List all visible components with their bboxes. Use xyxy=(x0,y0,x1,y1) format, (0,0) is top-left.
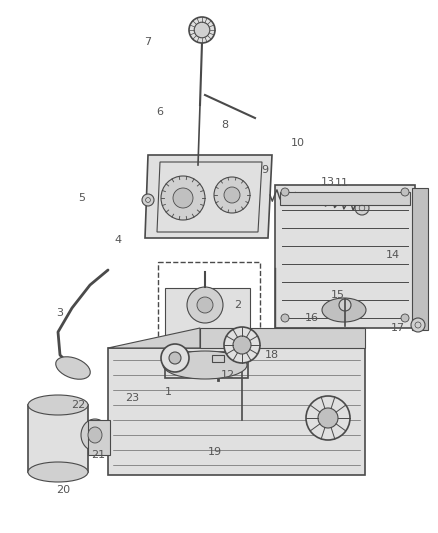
Text: 3: 3 xyxy=(57,308,64,318)
Circle shape xyxy=(281,188,289,196)
Ellipse shape xyxy=(28,395,88,415)
Circle shape xyxy=(169,352,181,364)
Circle shape xyxy=(161,344,189,372)
Text: 13: 13 xyxy=(321,177,335,187)
Bar xyxy=(28,405,88,472)
Text: 6: 6 xyxy=(156,107,163,117)
Ellipse shape xyxy=(56,357,90,379)
Bar xyxy=(412,188,428,330)
Circle shape xyxy=(339,299,351,311)
Polygon shape xyxy=(145,155,272,238)
Text: 8: 8 xyxy=(222,120,229,130)
Text: 1: 1 xyxy=(165,387,172,397)
Bar xyxy=(88,420,110,455)
Text: 14: 14 xyxy=(386,250,400,260)
Text: 4: 4 xyxy=(114,235,122,245)
Bar xyxy=(280,192,410,205)
Circle shape xyxy=(142,194,154,206)
Circle shape xyxy=(306,396,350,440)
Text: 10: 10 xyxy=(291,138,305,148)
Circle shape xyxy=(281,314,289,322)
Ellipse shape xyxy=(322,298,366,322)
Text: 5: 5 xyxy=(78,193,85,203)
Circle shape xyxy=(173,188,193,208)
Text: 22: 22 xyxy=(71,400,85,410)
Text: 17: 17 xyxy=(391,323,405,333)
Circle shape xyxy=(224,187,240,203)
Text: 9: 9 xyxy=(261,165,268,175)
Text: 20: 20 xyxy=(56,485,70,495)
Text: 21: 21 xyxy=(91,450,105,460)
Circle shape xyxy=(194,22,210,38)
Bar xyxy=(275,185,415,328)
Text: 18: 18 xyxy=(265,350,279,360)
Circle shape xyxy=(411,318,425,332)
Ellipse shape xyxy=(88,427,102,443)
Bar xyxy=(158,262,260,348)
Circle shape xyxy=(233,336,251,354)
Ellipse shape xyxy=(81,419,109,451)
Circle shape xyxy=(401,188,409,196)
Circle shape xyxy=(197,297,213,313)
Polygon shape xyxy=(108,328,200,348)
Text: 2: 2 xyxy=(234,300,242,310)
Bar xyxy=(165,288,250,345)
Circle shape xyxy=(189,17,215,43)
Text: 19: 19 xyxy=(208,447,222,457)
Circle shape xyxy=(214,177,250,213)
Circle shape xyxy=(355,201,369,215)
Circle shape xyxy=(401,314,409,322)
Circle shape xyxy=(161,176,205,220)
Bar xyxy=(212,355,224,362)
Ellipse shape xyxy=(163,351,247,379)
Text: 11: 11 xyxy=(335,178,349,188)
Text: 7: 7 xyxy=(145,37,152,47)
Ellipse shape xyxy=(28,462,88,482)
Text: 15: 15 xyxy=(331,290,345,300)
Bar xyxy=(108,348,365,475)
Bar xyxy=(200,328,365,348)
Circle shape xyxy=(187,287,223,323)
Text: 16: 16 xyxy=(305,313,319,323)
Text: 23: 23 xyxy=(125,393,139,403)
Circle shape xyxy=(318,408,338,428)
Text: 12: 12 xyxy=(221,370,235,380)
Bar xyxy=(165,352,248,378)
Circle shape xyxy=(224,327,260,363)
